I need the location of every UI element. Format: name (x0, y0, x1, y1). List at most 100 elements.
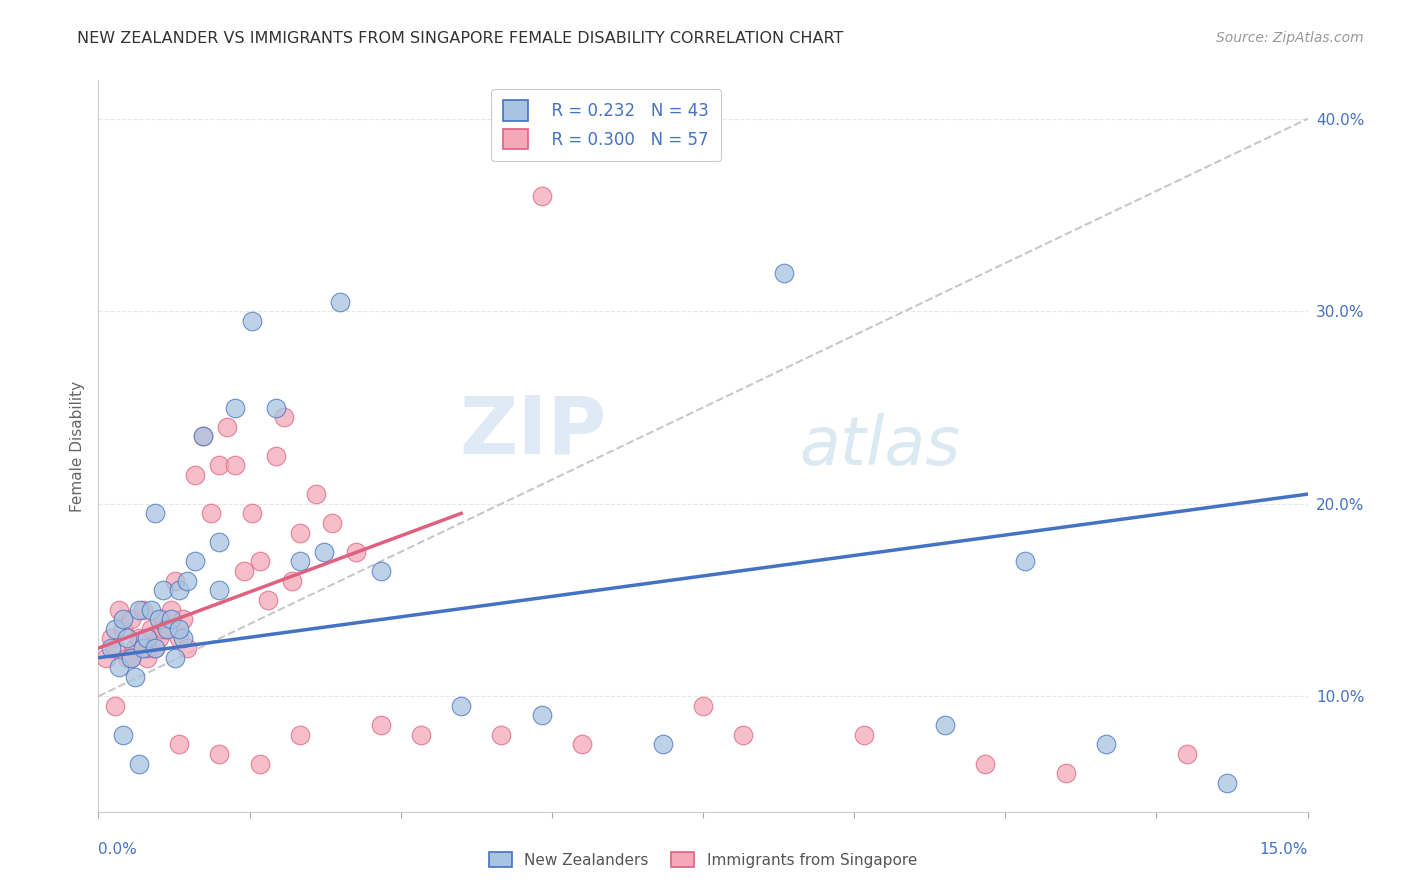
Point (143, 641, 166, 656)
Point (160, 612, 183, 626)
Point (139, 602, 162, 616)
Point (240, 314, 263, 328)
Point (1175, 747, 1198, 761)
Point (232, 564, 254, 578)
Point (273, 410, 295, 425)
Point (152, 612, 174, 626)
Point (1216, 776, 1239, 790)
Point (217, 419, 239, 434)
Point (176, 641, 198, 656)
Point (344, 545, 367, 559)
Point (1095, 737, 1118, 751)
Point (103, 622, 125, 636)
Point (321, 516, 343, 530)
Text: Source: ZipAtlas.com: Source: ZipAtlas.com (1216, 31, 1364, 45)
Point (772, 266, 794, 280)
Point (208, 583, 231, 598)
Point (115, 650, 138, 665)
Point (571, 737, 593, 751)
Point (193, 429, 215, 443)
Text: atlas: atlas (800, 413, 960, 479)
Point (163, 574, 186, 588)
Point (530, 708, 553, 723)
Point (934, 718, 956, 732)
Point (853, 728, 876, 742)
Point (733, 728, 755, 742)
Point (167, 622, 190, 636)
Point (111, 612, 134, 626)
Point (1054, 766, 1077, 780)
Point (305, 487, 328, 501)
Point (249, 554, 271, 568)
Point (148, 632, 170, 646)
Point (167, 583, 190, 598)
Point (172, 632, 194, 646)
Point (370, 718, 392, 732)
Point (100, 632, 122, 646)
Text: 15.0%: 15.0% (1260, 842, 1308, 857)
Point (1014, 554, 1036, 568)
Point (132, 602, 155, 616)
Text: NEW ZEALANDER VS IMMIGRANTS FROM SINGAPORE FEMALE DISABILITY CORRELATION CHART: NEW ZEALANDER VS IMMIGRANTS FROM SINGAPO… (77, 31, 844, 46)
Point (156, 622, 179, 636)
Point (103, 641, 125, 656)
Point (314, 545, 336, 559)
Point (200, 507, 222, 521)
Point (256, 593, 278, 607)
Point (135, 641, 157, 656)
Point (128, 632, 150, 646)
Point (184, 554, 207, 568)
Point (128, 756, 150, 771)
Point (124, 641, 146, 656)
Point (111, 728, 134, 742)
Point (530, 188, 553, 202)
Point (120, 650, 142, 665)
Point (111, 622, 134, 636)
Point (288, 525, 311, 540)
Point (96, 650, 118, 665)
Point (152, 583, 174, 598)
Point (651, 737, 673, 751)
Point (172, 612, 194, 626)
Point (143, 507, 166, 521)
Point (249, 756, 271, 771)
Point (152, 622, 174, 636)
Point (120, 612, 142, 626)
Point (450, 698, 472, 713)
Point (240, 507, 263, 521)
Point (132, 641, 155, 656)
Point (163, 650, 186, 665)
Point (208, 535, 231, 549)
Y-axis label: Female Disability: Female Disability (69, 380, 84, 512)
Point (128, 602, 150, 616)
Point (135, 632, 157, 646)
Point (329, 294, 352, 309)
Point (115, 632, 138, 646)
Point (264, 401, 287, 415)
Point (100, 641, 122, 656)
Text: 0.0%: 0.0% (98, 842, 138, 857)
Point (139, 622, 162, 636)
Point (120, 650, 142, 665)
Point (288, 554, 311, 568)
Point (176, 574, 198, 588)
Text: ZIP: ZIP (458, 392, 606, 470)
Point (208, 747, 231, 761)
Point (143, 641, 166, 656)
Point (103, 698, 125, 713)
Point (370, 564, 392, 578)
Point (208, 458, 231, 473)
Point (264, 449, 287, 463)
Point (148, 612, 170, 626)
Point (193, 429, 215, 443)
Point (167, 737, 190, 751)
Point (135, 650, 157, 665)
Point (156, 622, 179, 636)
Point (224, 458, 246, 473)
Point (107, 602, 129, 616)
Point (224, 401, 246, 415)
Point (160, 602, 183, 616)
Point (281, 574, 304, 588)
Point (692, 698, 714, 713)
Legend:   R = 0.232   N = 43,   R = 0.300   N = 57: R = 0.232 N = 43, R = 0.300 N = 57 (492, 88, 721, 161)
